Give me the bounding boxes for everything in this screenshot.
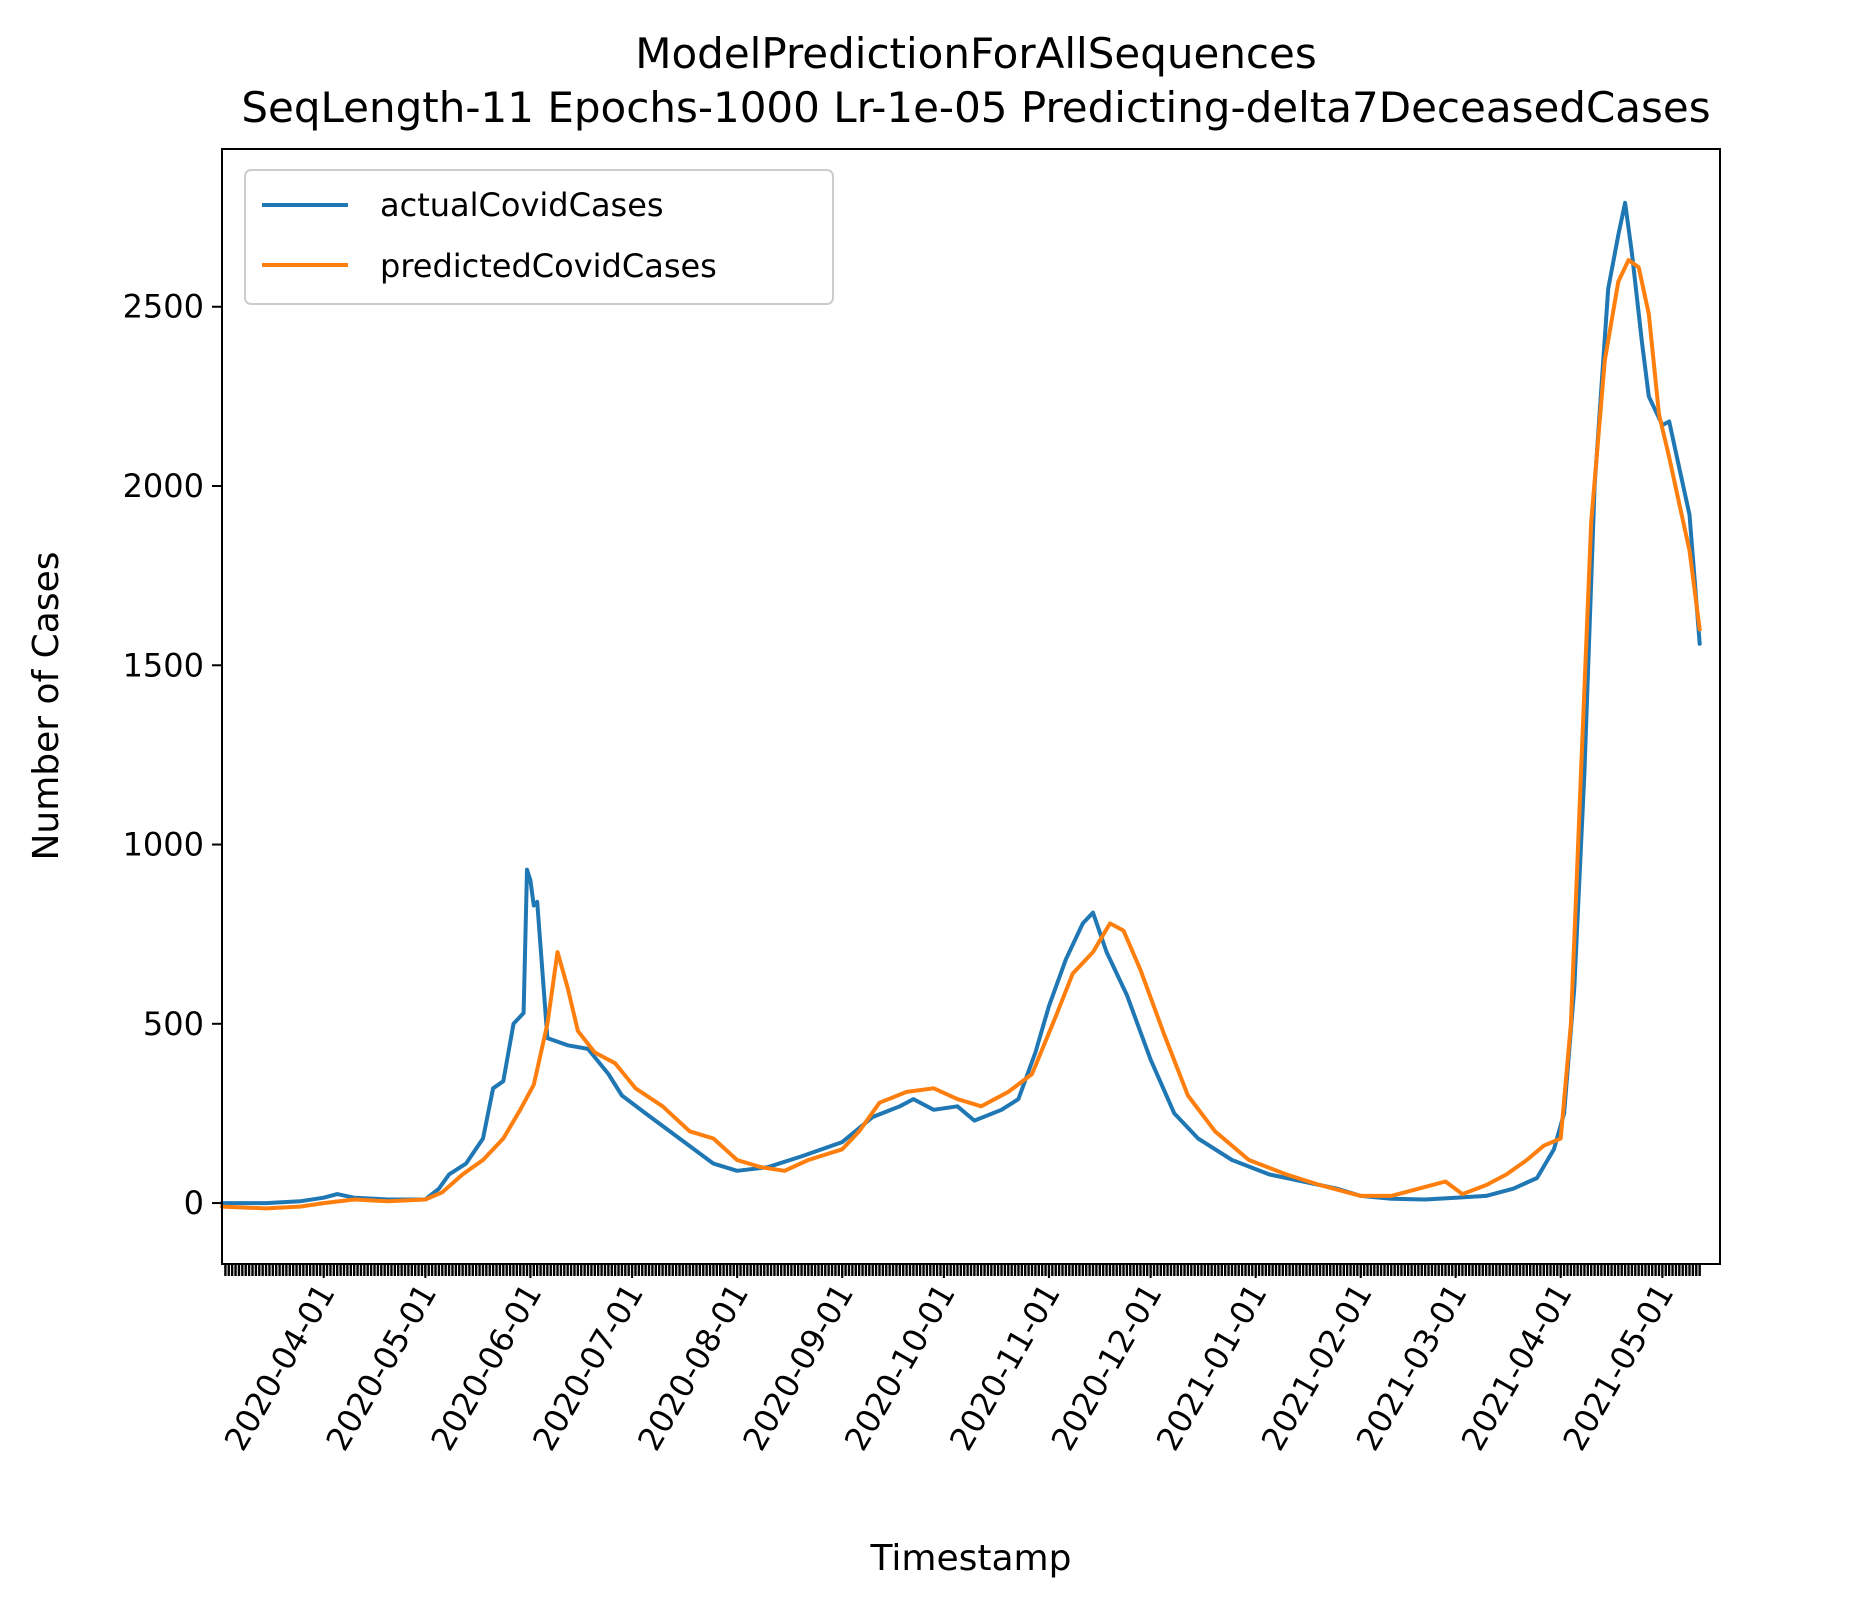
legend-label-actual: actualCovidCases — [380, 186, 664, 224]
y-tick-label: 1000 — [123, 826, 204, 864]
y-tick-label: 2000 — [123, 467, 204, 505]
y-tick-label: 500 — [143, 1005, 204, 1043]
legend: actualCovidCases predictedCovidCases — [244, 169, 834, 305]
chart-title: ModelPredictionForAllSequences — [635, 29, 1317, 78]
y-tick-label: 0 — [184, 1184, 204, 1222]
chart-subtitle: SeqLength-11 Epochs-1000 Lr-1e-05 Predic… — [241, 83, 1710, 132]
y-tick-label: 1500 — [123, 646, 204, 684]
x-axis-label: Timestamp — [870, 1538, 1072, 1579]
y-tick-label: 2500 — [123, 288, 204, 326]
plot-area — [220, 200, 1702, 1211]
legend-label-predicted: predictedCovidCases — [380, 247, 717, 285]
plot-frame — [221, 148, 1721, 1265]
series-line-predicted — [220, 258, 1702, 1211]
y-axis: 0 500 1000 1500 2000 2500 — [123, 288, 222, 1222]
legend-box — [244, 169, 834, 305]
series-line-actual — [220, 200, 1702, 1206]
y-axis-label: Number of Cases — [26, 551, 67, 860]
